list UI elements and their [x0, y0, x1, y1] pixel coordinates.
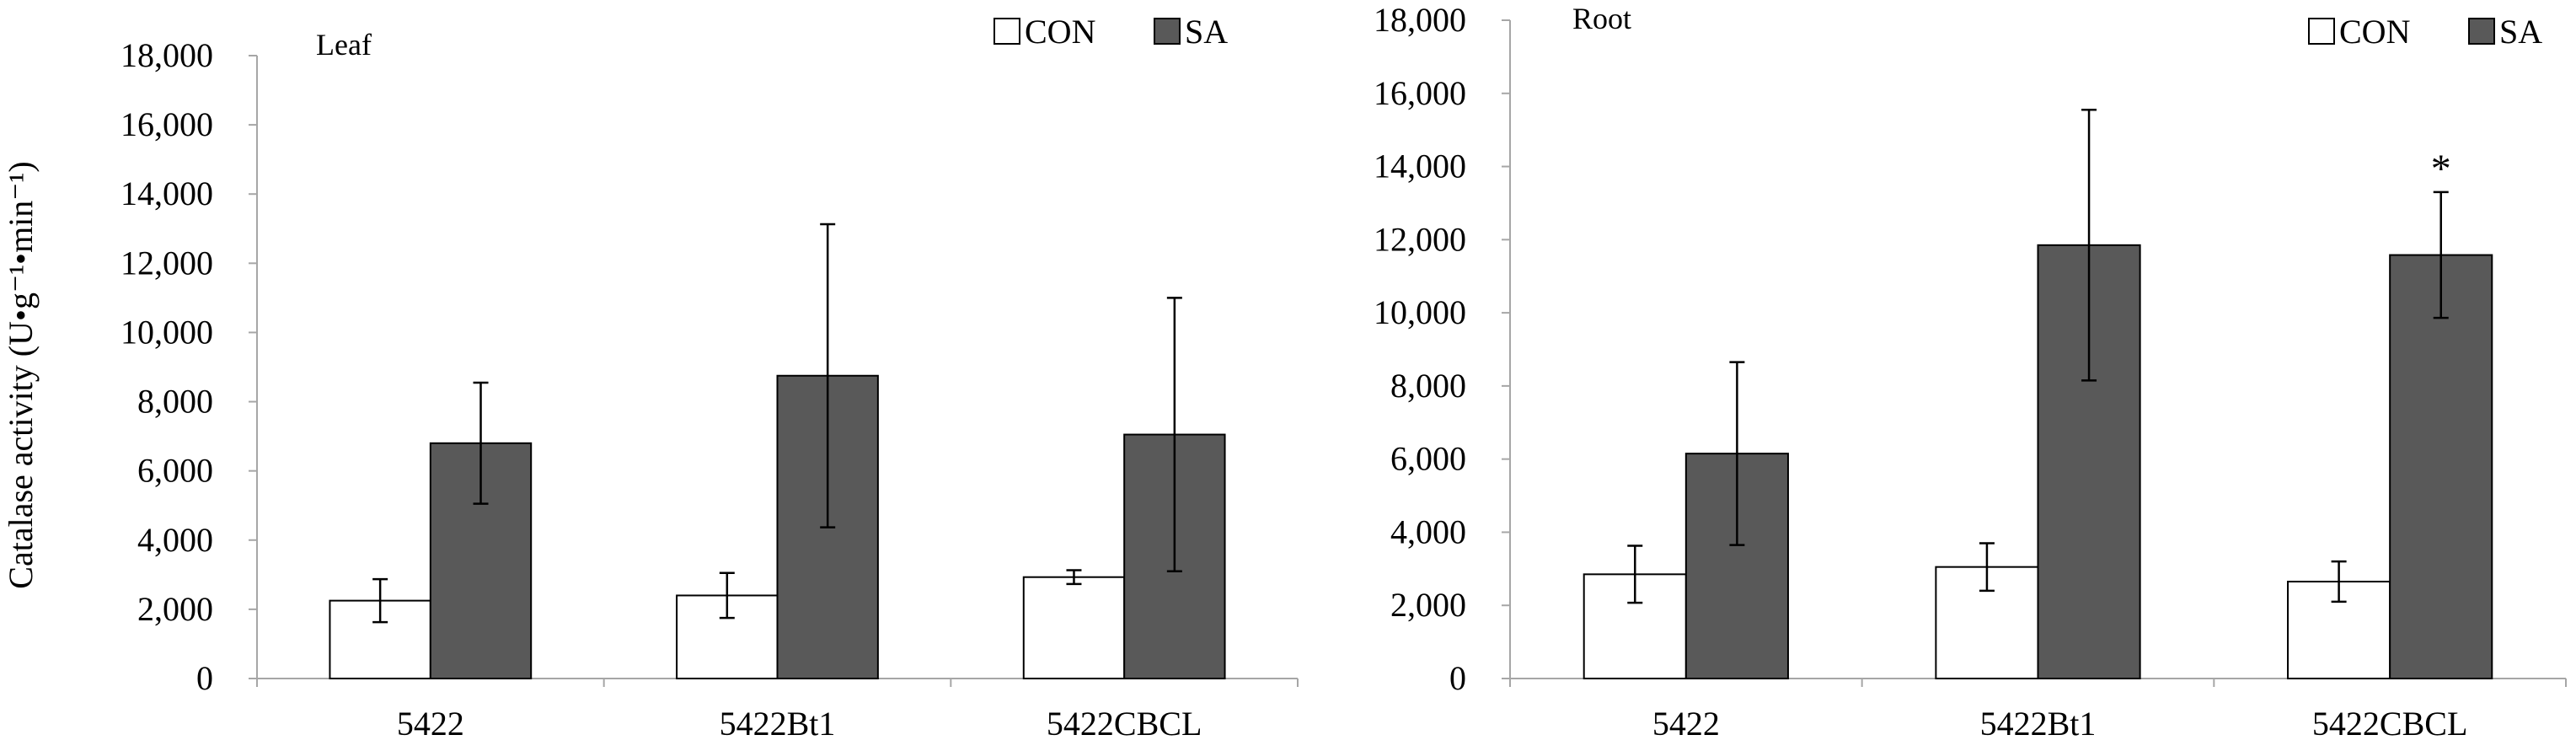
- leaf-y-tick-label: 0: [196, 659, 213, 697]
- leaf-legend-swatch-sa: [1154, 18, 1181, 45]
- leaf-error-bar-sa-5422: [473, 381, 489, 505]
- leaf-y-tick-label: 2,000: [137, 590, 213, 628]
- root-bar-sa-5422cbcl: [2389, 254, 2493, 679]
- leaf-legend-label-con: CON: [1025, 13, 1095, 51]
- leaf-bar-con-5422: [329, 599, 431, 679]
- root-panel: 0 2,000 4,000 6,000 8,000 10,000 12,000 14,000 1…: [1374, 1, 2567, 743]
- leaf-category-label: 5422: [397, 705, 464, 743]
- leaf-y-tick-label: 8,000: [137, 383, 213, 421]
- leaf-y-tick-label: 12,000: [120, 244, 213, 282]
- leaf-y-tick-label: 10,000: [120, 313, 213, 351]
- leaf-error-bar-sa-5422cbcl: [1166, 297, 1182, 572]
- root-legend-swatch-con: [2308, 18, 2335, 45]
- leaf-legend-label-sa: SA: [1185, 13, 1228, 51]
- root-legend: CON SA: [2308, 13, 2542, 51]
- root-y-tick-label: 14,000: [1374, 148, 1466, 185]
- root-y-tick-label: 0: [1449, 659, 1466, 697]
- leaf-category-label: 5422Bt1: [720, 705, 836, 743]
- root-error-bar-con-5422: [1627, 544, 1643, 604]
- leaf-category-label: 5422CBCL: [1047, 705, 1202, 743]
- root-error-bar-con-5422cbcl: [2331, 560, 2347, 603]
- root-category-label: 5422CBCL: [2312, 705, 2467, 743]
- leaf-panel: 0 2,000 4,000 6,000 8,000 10,000 12,000 14,000 1…: [120, 13, 1299, 743]
- leaf-bar-con-5422cbcl: [1022, 576, 1126, 679]
- leaf-y-tick-label: 4,000: [137, 521, 213, 559]
- root-y-tick-label: 2,000: [1390, 586, 1466, 624]
- root-y-tick-label: 18,000: [1374, 1, 1466, 39]
- leaf-y-tick-label: 14,000: [120, 174, 213, 212]
- root-y-tick-label: 8,000: [1390, 367, 1466, 405]
- leaf-error-bar-con-5422: [372, 577, 388, 624]
- root-y-tick-label: 16,000: [1374, 74, 1466, 112]
- root-category-label: 5422: [1652, 705, 1720, 743]
- leaf-error-bar-con-5422bt1: [719, 571, 735, 620]
- leaf-error-bar-sa-5422bt1: [820, 223, 836, 528]
- root-error-bar-sa-5422: [1729, 361, 1745, 546]
- root-panel-title: Root: [1572, 2, 1631, 35]
- leaf-panel-title: Leaf: [316, 28, 372, 62]
- leaf-legend: CON SA: [993, 13, 1228, 51]
- root-legend-label-sa: SA: [2499, 13, 2542, 51]
- leaf-legend-swatch-con: [993, 18, 1020, 45]
- root-y-tick-label: 6,000: [1390, 440, 1466, 478]
- root-error-bar-sa-5422cbcl: [2433, 190, 2449, 319]
- root-error-bar-sa-5422bt1: [2081, 109, 2097, 382]
- root-legend-swatch-sa: [2468, 18, 2495, 45]
- root-legend-label-con: CON: [2339, 13, 2410, 51]
- root-y-tick-label: 12,000: [1374, 220, 1466, 258]
- root-significance-star: *: [2431, 147, 2451, 191]
- root-error-bar-con-5422bt1: [1979, 542, 1995, 593]
- leaf-error-bar-con-5422cbcl: [1066, 569, 1082, 586]
- root-category-label: 5422Bt1: [1980, 705, 2097, 743]
- root-y-tick-label: 10,000: [1374, 293, 1466, 331]
- leaf-y-tick-label: 6,000: [137, 452, 213, 490]
- root-y-tick-label: 4,000: [1390, 512, 1466, 550]
- y-axis-title: Catalase activity (U•g⁻¹•min⁻¹): [2, 161, 40, 588]
- leaf-y-tick-label: 18,000: [120, 36, 213, 74]
- leaf-y-tick-label: 16,000: [120, 105, 213, 143]
